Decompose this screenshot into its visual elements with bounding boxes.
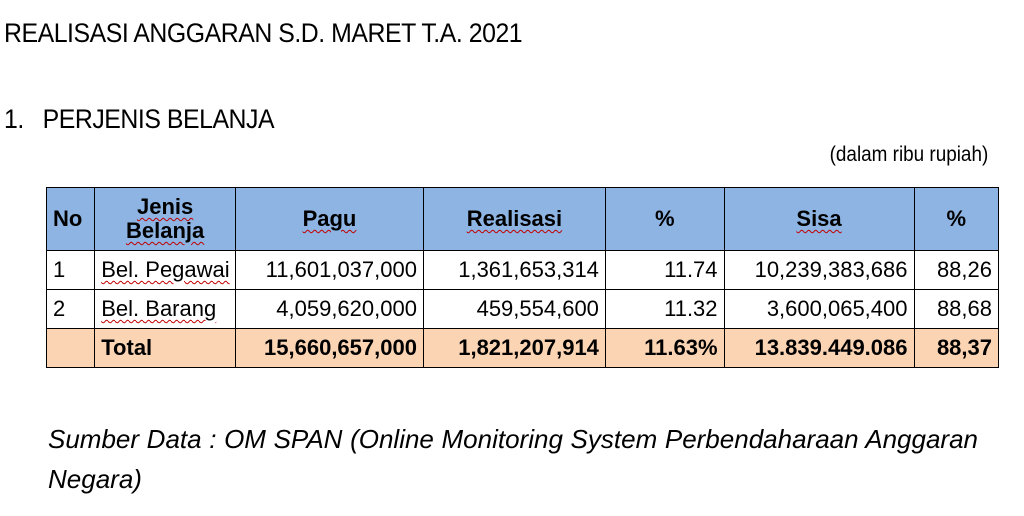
header-no: No [45,187,96,251]
cell-pct-realisasi: 11.32 [604,289,725,329]
header-jenis-belanja: Jenis Belanja [94,187,236,251]
total-label: Total [94,328,236,368]
header-jenis-line1: Jenis [136,194,194,219]
table-total-row: Total 15,660,657,000 1,821,207,914 11.63… [45,328,1000,368]
cell-sisa: 10,239,383,686 [723,250,915,290]
source-note-continued: Negara) [48,464,142,494]
total-realisasi: 1,821,207,914 [422,328,606,368]
cell-jenis: Bel. Pegawai [94,250,236,290]
header-pct-realisasi: % [604,187,725,251]
header-sisa: Sisa [723,187,915,251]
cell-no: 1 [45,250,96,290]
budget-table: No Jenis Belanja Pagu Realisasi % Sisa %… [45,187,1000,368]
header-pct-sisa: % [913,187,1000,251]
cell-sisa: 3,600,065,400 [723,289,915,329]
cell-realisasi: 1,361,653,314 [422,250,606,290]
header-pagu: Pagu [234,187,424,251]
total-pct-sisa: 88,37 [913,328,1000,368]
header-realisasi: Realisasi [422,187,606,251]
total-pct-realisasi: 11.63% [604,328,725,368]
cell-pct-sisa: 88,26 [913,250,1000,290]
unit-note: (dalam ribu rupiah) [829,143,988,166]
table-row: 2 Bel. Barang 4,059,620,000 459,554,600 … [45,289,1000,329]
total-sisa: 13.839.449.086 [723,328,915,368]
cell-pagu: 4,059,620,000 [234,289,424,329]
cell-pct-sisa: 88,68 [913,289,1000,329]
cell-realisasi: 459,554,600 [422,289,606,329]
cell-no: 2 [45,289,96,329]
table-row: 1 Bel. Pegawai 11,601,037,000 1,361,653,… [45,250,1000,290]
section-label: PERJENIS BELANJA [42,104,275,134]
total-pagu: 15,660,657,000 [234,328,424,368]
total-no [45,328,96,368]
page-title: REALISASI ANGGARAN S.D. MARET T.A. 2021 [4,18,523,48]
cell-pagu: 11,601,037,000 [234,250,424,290]
section-heading: 1. PERJENIS BELANJA [4,104,275,135]
cell-pct-realisasi: 11.74 [604,250,725,290]
source-note: Sumber Data : OM SPAN (Online Monitoring… [48,424,978,454]
cell-jenis: Bel. Barang [94,289,236,329]
section-number: 1. [4,104,24,134]
header-jenis-line2: Belanja [125,218,205,243]
table-header-row: No Jenis Belanja Pagu Realisasi % Sisa % [45,187,1000,251]
